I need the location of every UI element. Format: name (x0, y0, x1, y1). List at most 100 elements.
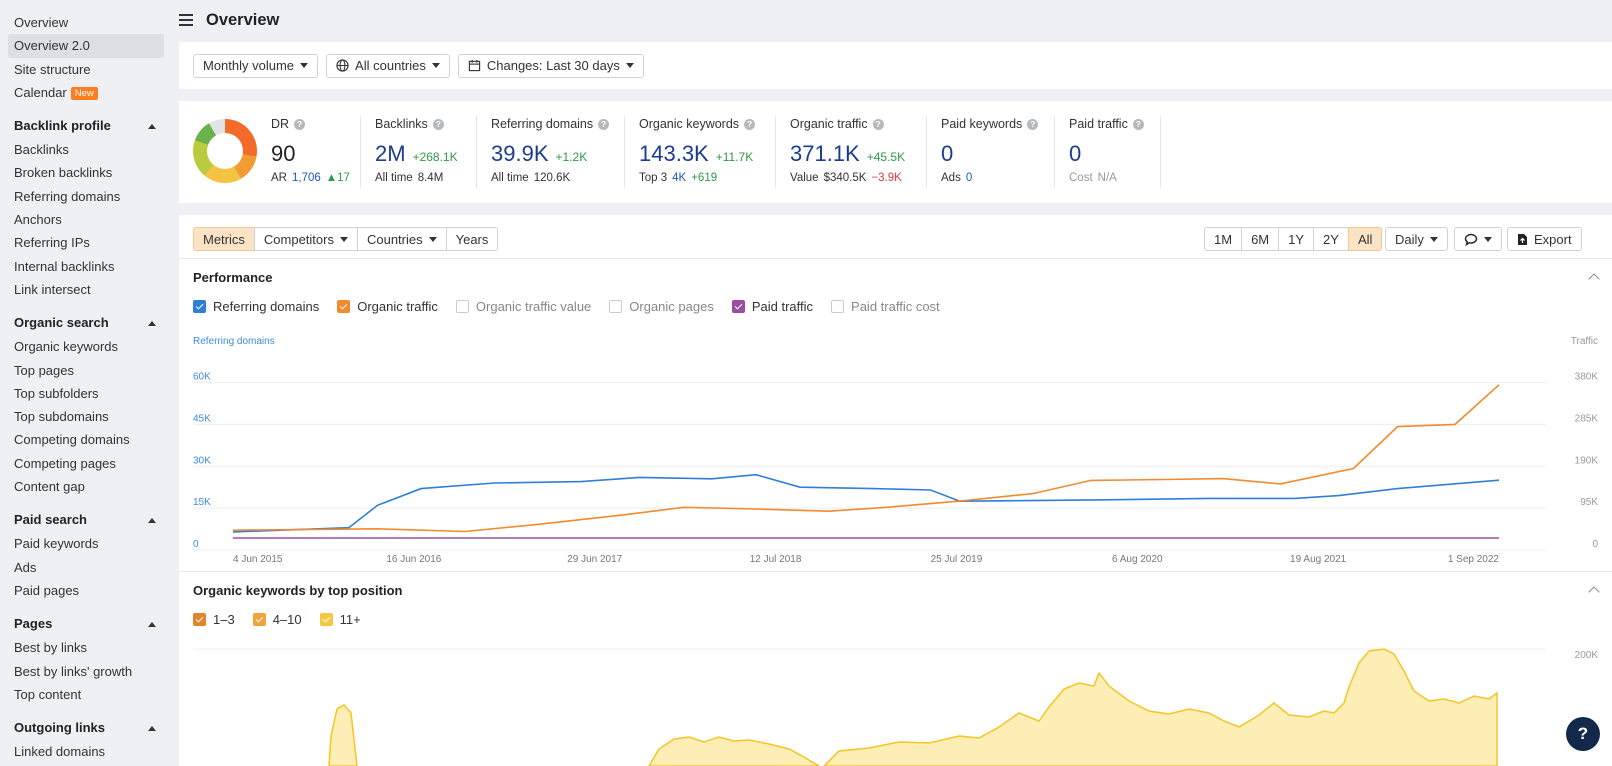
sidebar-item-top-pages[interactable]: Top pages (14, 362, 74, 378)
checkbox-label: Organic pages (629, 299, 714, 314)
stat-paid-keywords[interactable]: Paid keywords? 0 Ads 0 (926, 116, 1054, 188)
stat-paid-traffic[interactable]: Paid traffic? 0 Cost N/A (1054, 116, 1161, 188)
stat-referring-domains[interactable]: Referring domains? 39.9K +1.2K All time 12… (476, 116, 624, 188)
help-icon[interactable]: ? (432, 118, 444, 130)
stat-organic-keywords[interactable]: Organic keywords? 143.3K +11.7K Top 3 4K +6… (624, 116, 775, 188)
triangle-up-icon: ▲ (325, 172, 338, 184)
stat-value: 0 (941, 141, 954, 166)
range-all[interactable]: All (1347, 227, 1383, 251)
checkbox-organic-traffic[interactable]: Organic traffic (337, 299, 438, 314)
checkbox-label: 11+ (339, 612, 361, 627)
right-tick-label: 380K (1575, 372, 1599, 383)
sidebar-item-top-content[interactable]: Top content (14, 686, 82, 702)
sidebar-item-organic-keywords[interactable]: Organic keywords (14, 339, 119, 355)
sidebar-item-linked-domains[interactable]: Linked domains (14, 744, 106, 760)
checkbox-4-10[interactable]: 4–10 (252, 612, 302, 627)
stat-sub-value: 8.4M (417, 172, 444, 184)
sidebar-item-site-structure[interactable]: Site structure (8, 58, 164, 81)
range-tabs: 1M 6M 1Y 2Y All (1204, 227, 1383, 251)
stat-sub-value: $340.5K (823, 172, 867, 184)
sidebar-item-paid-keywords[interactable]: Paid keywords (14, 536, 99, 552)
range-6m[interactable]: 6M (1241, 227, 1280, 251)
sidebar-section-organic-search[interactable]: Organic search (8, 311, 164, 335)
x-tick-label: 4 Jun 2015 (233, 554, 283, 565)
checkbox-11+[interactable]: 11+ (319, 612, 361, 627)
annotations-dropdown[interactable] (1454, 227, 1502, 251)
tab-countries[interactable]: Countries (356, 227, 447, 251)
checkbox-1-3[interactable]: 1–3 (193, 612, 235, 627)
interval-dropdown[interactable]: Daily (1385, 227, 1448, 251)
stat-sub-value: N/A (1097, 172, 1117, 184)
sidebar-section-title: Backlink profile (14, 118, 111, 134)
stat-dr[interactable]: DR? 90 AR 1,706 ▲17 (271, 116, 360, 188)
stat-label: Organic traffic (790, 117, 868, 131)
sidebar-item-anchors[interactable]: Anchors (14, 212, 62, 228)
menu-icon[interactable] (179, 14, 193, 26)
sidebar-item-broken-backlinks[interactable]: Broken backlinks (14, 165, 113, 181)
sidebar-item-competing-pages[interactable]: Competing pages (14, 455, 116, 471)
range-2y[interactable]: 2Y (1313, 227, 1349, 251)
checkbox-organic-traffic-value[interactable]: Organic traffic value (455, 299, 591, 314)
export-button[interactable]: Export (1507, 227, 1582, 251)
sidebar-item-best-by-links-growth[interactable]: Best by links' growth (14, 663, 133, 679)
help-icon[interactable]: ? (744, 118, 756, 130)
countries-dropdown[interactable]: All countries (326, 53, 450, 78)
stat-organic-traffic[interactable]: Organic traffic? 371.1K +45.5K Value $340.… (775, 116, 926, 188)
section-divider (179, 571, 1612, 572)
help-icon[interactable]: ? (1132, 118, 1144, 130)
sidebar-section-outgoing-links[interactable]: Outgoing links (8, 716, 164, 740)
stat-label: Organic keywords (639, 117, 740, 131)
x-tick-label: 1 Sep 2022 (1448, 554, 1500, 565)
range-1m[interactable]: 1M (1204, 227, 1243, 251)
sidebar-item-internal-backlinks[interactable]: Internal backlinks (14, 258, 115, 274)
range-1y[interactable]: 1Y (1278, 227, 1315, 251)
sidebar-item-top-subdomains[interactable]: Top subdomains (14, 409, 109, 425)
sidebar-item-competing-domains[interactable]: Competing domains (14, 432, 130, 448)
sidebar-item-overview-2-0[interactable]: Overview 2.0 (8, 34, 164, 58)
sidebar-item-calendar[interactable]: Calendar New (8, 81, 164, 104)
dr-donut-chart (193, 119, 257, 183)
sidebar-section-backlink-profile[interactable]: Backlink profile (8, 114, 164, 138)
x-tick-label: 25 Jul 2019 (931, 554, 983, 565)
volume-dropdown[interactable]: Monthly volume (193, 53, 319, 78)
stat-sub-value[interactable]: 0 (965, 172, 973, 184)
help-icon[interactable]: ? (1027, 118, 1039, 130)
tab-competitors[interactable]: Competitors (253, 227, 358, 251)
sidebar-item-referring-ips[interactable]: Referring IPs (14, 235, 90, 251)
sidebar-section-pages[interactable]: Pages (8, 612, 164, 636)
stat-delta: +45.5K (866, 150, 906, 164)
stat-label: Referring domains (491, 117, 594, 131)
sidebar-item-backlinks[interactable]: Backlinks (14, 142, 69, 158)
tab-row: Metrics Competitors Countries Years 1M 6… (179, 215, 1612, 259)
comment-icon (1464, 233, 1478, 246)
help-icon[interactable]: ? (294, 118, 306, 130)
collapse-icon[interactable] (1588, 273, 1600, 285)
sidebar-section-paid-search[interactable]: Paid search (8, 508, 164, 532)
stat-value: 371.1K (790, 141, 860, 166)
checkbox-empty-icon (455, 300, 469, 313)
checkbox-referring-domains[interactable]: Referring domains (193, 299, 319, 314)
checkbox-empty-icon (609, 300, 623, 313)
sidebar-item-link-intersect[interactable]: Link intersect (14, 281, 91, 297)
help-icon[interactable]: ? (872, 118, 884, 130)
changes-dropdown[interactable]: Changes: Last 30 days (457, 53, 644, 78)
tab-metrics[interactable]: Metrics (193, 227, 255, 251)
stat-delta: +11.7K (715, 150, 754, 164)
sidebar-item-referring-domains[interactable]: Referring domains (14, 188, 121, 204)
stat-sub-value[interactable]: 1,706 (291, 172, 321, 184)
help-button[interactable]: ? (1566, 717, 1600, 751)
tab-years[interactable]: Years (445, 227, 499, 251)
checkbox-organic-pages[interactable]: Organic pages (609, 299, 714, 314)
checkbox-paid-traffic[interactable]: Paid traffic (731, 299, 813, 314)
stat-sub-value[interactable]: 4K (672, 172, 687, 184)
collapse-icon[interactable] (1588, 586, 1600, 598)
stat-backlinks[interactable]: Backlinks? 2M +268.1K All time 8.4M (360, 116, 476, 188)
sidebar-item-overview[interactable]: Overview (8, 11, 164, 34)
sidebar-item-content-gap[interactable]: Content gap (14, 479, 85, 495)
sidebar-item-ads[interactable]: Ads (14, 559, 37, 575)
help-icon[interactable]: ? (598, 118, 610, 130)
checkbox-paid-traffic-cost[interactable]: Paid traffic cost (831, 299, 940, 314)
sidebar-item-paid-pages[interactable]: Paid pages (14, 582, 80, 598)
sidebar-item-top-subfolders[interactable]: Top subfolders (14, 385, 99, 401)
sidebar-item-best-by-links[interactable]: Best by links (14, 640, 87, 656)
